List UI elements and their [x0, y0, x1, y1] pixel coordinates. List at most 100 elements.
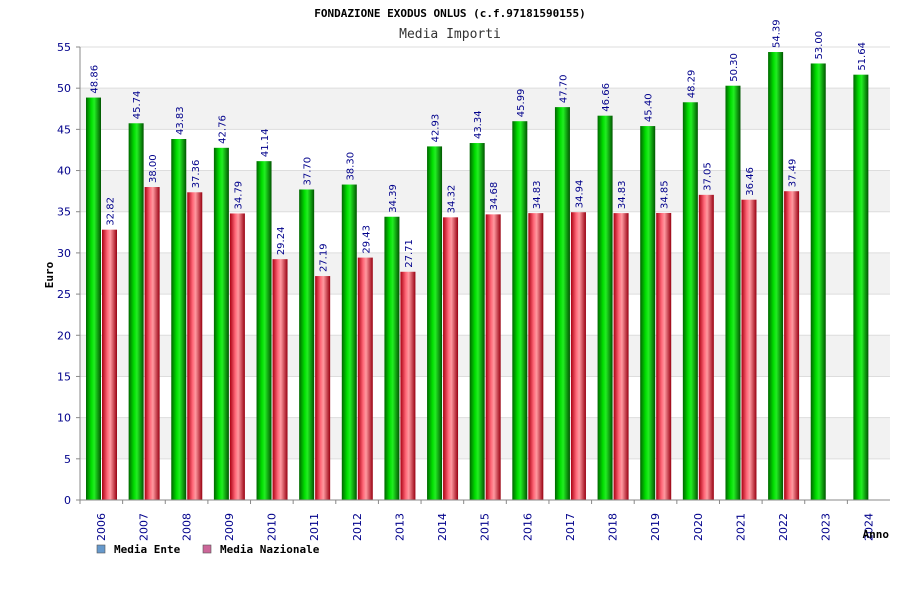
bar-media-ente-2014 [427, 146, 443, 500]
value-label-media-ente-2017: 47.70 [558, 74, 569, 103]
value-label-media-nazionale-2007: 38.00 [148, 154, 159, 183]
value-label-media-nazionale-2009: 34.79 [233, 181, 244, 210]
plot-band [80, 88, 890, 130]
x-tick-label-2022: 2022 [777, 513, 790, 541]
bar-media-ente-2008 [171, 139, 187, 500]
bar-media-nazionale-2014 [443, 217, 459, 500]
legend-swatch-media-nazionale [202, 544, 212, 554]
x-tick-label-2015: 2015 [479, 513, 492, 541]
value-label-media-ente-2008: 43.83 [175, 106, 186, 135]
x-tick-label-2006: 2006 [95, 513, 108, 541]
chart-title: FONDAZIONE EXODUS ONLUS (c.f.97181590155… [314, 7, 586, 20]
value-label-media-ente-2011: 37.70 [303, 157, 314, 186]
x-tick-label-2009: 2009 [223, 513, 236, 541]
bar-media-nazionale-2022 [784, 191, 800, 500]
value-label-media-ente-2006: 48.86 [90, 65, 101, 94]
value-label-media-ente-2015: 43.34 [473, 110, 484, 139]
chart-subtitle: Media Importi [399, 27, 501, 42]
y-tick-label: 35 [57, 206, 71, 219]
value-label-media-nazionale-2016: 34.83 [532, 180, 543, 209]
bar-media-nazionale-2006 [102, 229, 117, 500]
value-label-media-nazionale-2010: 29.24 [276, 227, 287, 256]
value-label-media-ente-2023: 53.00 [814, 31, 825, 60]
value-label-media-nazionale-2008: 37.36 [191, 160, 202, 189]
legend-swatch-media-ente [96, 544, 106, 554]
x-tick-label-2012: 2012 [351, 513, 364, 541]
x-tick-label-2024: 2024 [862, 513, 875, 541]
x-tick-label-2007: 2007 [138, 513, 151, 541]
legend-label-media-nazionale: Media Nazionale [220, 543, 320, 556]
value-label-media-ente-2009: 42.76 [217, 115, 228, 144]
value-label-media-nazionale-2015: 34.68 [489, 182, 500, 211]
bar-media-ente-2023 [810, 63, 826, 501]
x-tick-label-2011: 2011 [308, 513, 321, 541]
x-tick-label-2010: 2010 [266, 513, 279, 541]
value-label-media-ente-2018: 46.66 [601, 83, 612, 112]
bar-media-ente-2007 [128, 123, 144, 500]
bar-media-ente-2010 [256, 161, 272, 500]
value-label-media-nazionale-2019: 34.85 [660, 180, 671, 209]
value-label-media-ente-2007: 45.74 [132, 91, 143, 120]
value-label-media-nazionale-2006: 32.82 [106, 197, 117, 226]
bar-media-ente-2022 [768, 52, 784, 501]
bar-media-ente-2013 [384, 216, 400, 500]
bar-media-nazionale-2011 [315, 276, 331, 500]
bar-media-nazionale-2009 [229, 213, 245, 500]
value-label-media-ente-2012: 38.30 [345, 152, 356, 181]
bar-media-ente-2024 [853, 74, 869, 500]
x-tick-label-2016: 2016 [521, 513, 534, 541]
value-label-media-nazionale-2011: 27.19 [319, 243, 330, 272]
value-label-media-ente-2016: 45.99 [516, 89, 527, 118]
bar-media-ente-2021 [725, 85, 741, 500]
x-tick-label-2008: 2008 [180, 513, 193, 541]
value-labels: 48.86 45.74 43.83 42.76 41.14 37.70 38.30 34.39… [90, 19, 868, 272]
bar-media-nazionale-2017 [570, 212, 586, 501]
value-label-media-ente-2010: 41.14 [260, 129, 271, 158]
y-tick-label: 40 [57, 165, 71, 178]
bar-media-ente-2017 [554, 107, 570, 500]
y-tick-label: 30 [57, 247, 71, 260]
x-axis-label: Anno [863, 528, 890, 541]
bar-media-ente-2011 [299, 189, 315, 501]
y-tick-label: 50 [57, 82, 71, 95]
x-tick-label-2019: 2019 [649, 513, 662, 541]
x-tick-label-2021: 2021 [734, 513, 747, 541]
value-label-media-ente-2020: 48.29 [686, 70, 697, 99]
y-tick-label: 45 [57, 123, 71, 136]
legend: Media Ente Media Nazionale [96, 543, 320, 556]
value-label-media-ente-2021: 50.30 [729, 53, 740, 82]
bar-media-ente-2020 [682, 102, 698, 501]
bar-media-nazionale-2020 [698, 194, 714, 501]
x-tick-label-2020: 2020 [692, 513, 705, 541]
x-tick-label-2014: 2014 [436, 513, 449, 541]
bar-media-nazionale-2015 [485, 214, 501, 500]
y-tick-label: 55 [57, 41, 71, 54]
bar-media-ente-2016 [512, 121, 528, 501]
y-tick-label: 25 [57, 288, 71, 301]
bar-media-nazionale-2018 [613, 213, 629, 501]
y-tick-label: 15 [57, 370, 71, 383]
bar-media-nazionale-2010 [272, 259, 288, 500]
value-label-media-nazionale-2012: 29.43 [361, 225, 372, 254]
bar-media-nazionale-2019 [656, 212, 672, 501]
bar-media-ente-2012 [341, 184, 357, 500]
bar-media-ente-2015 [469, 143, 485, 500]
value-label-media-ente-2013: 34.39 [388, 184, 399, 213]
bar-media-ente-2019 [640, 126, 656, 500]
legend-label-media-ente: Media Ente [114, 543, 181, 556]
bars [86, 52, 869, 501]
y-tick-label: 0 [64, 494, 71, 507]
x-axis-ticks: 2006 2007 2008 2009 2010 2011 2012 2013 2014 2015… [79, 500, 875, 541]
x-tick-label-2018: 2018 [607, 513, 620, 541]
value-label-media-ente-2014: 42.93 [431, 114, 442, 143]
x-tick-label-2017: 2017 [564, 513, 577, 541]
value-label-media-ente-2019: 45.40 [644, 93, 655, 122]
value-label-media-ente-2024: 51.64 [857, 42, 868, 71]
plot-band [80, 47, 890, 89]
value-label-media-nazionale-2022: 37.49 [788, 159, 799, 188]
bar-media-nazionale-2007 [144, 187, 160, 500]
bar-media-nazionale-2013 [400, 271, 416, 500]
bar-media-nazionale-2021 [741, 199, 757, 500]
value-label-media-nazionale-2014: 34.32 [447, 185, 458, 214]
